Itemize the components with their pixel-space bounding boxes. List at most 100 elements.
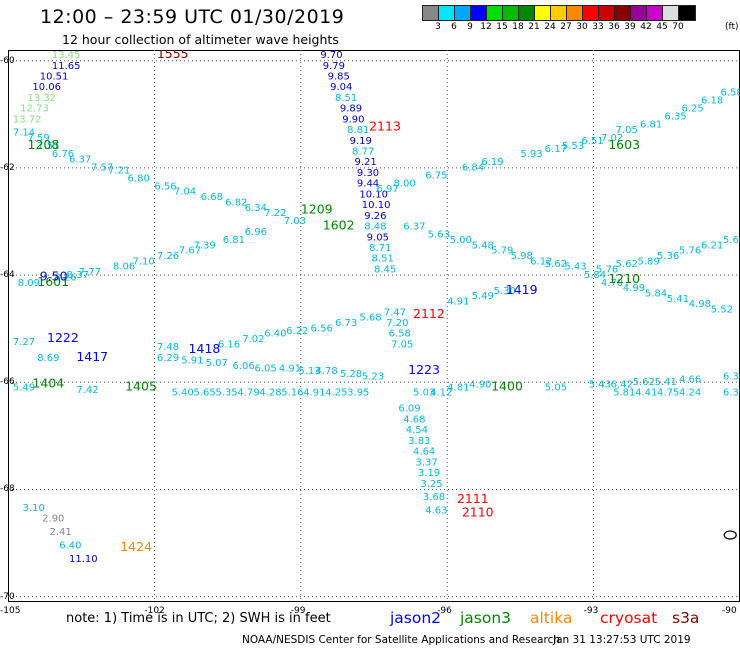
scale-unit-label: (ft) (725, 22, 739, 32)
wave-height-value: 7.02 (601, 133, 623, 144)
wave-height-color-scale (422, 5, 696, 21)
wave-height-value: 5.13 (298, 366, 320, 377)
wave-height-value: 4.81 (447, 382, 469, 393)
scale-swatch (647, 6, 663, 20)
wave-height-value: 5.43 (564, 262, 586, 273)
wave-height-value: 10.51 (40, 71, 69, 82)
wave-height-value: 7.42 (76, 385, 98, 396)
wave-height-value: 5.40 (171, 388, 193, 399)
pass-time-label: 9.50 (40, 268, 68, 283)
wave-height-value: 2.41 (49, 527, 71, 538)
wave-height-value: 6.81 (223, 235, 245, 246)
scale-label: 6 (451, 22, 457, 32)
latitude-label: -60 (0, 55, 15, 66)
wave-height-value: 7.27 (13, 337, 35, 348)
wave-height-value: 8.71 (369, 243, 391, 254)
pass-time-label: 1603 (608, 137, 640, 152)
wave-height-value: 4.91 (303, 388, 325, 399)
wave-height-value: 6.09 (398, 404, 420, 415)
wave-height-value: 6.37 (403, 222, 425, 233)
wave-height-value: 5.35 (215, 388, 237, 399)
pass-time-label: 1555 (157, 50, 189, 61)
wave-height-value: 6.40 (264, 329, 286, 340)
color-scale-labels: 3 6 9 12 15 18 21 24 27 30 33 36 39 42 45 70 (422, 22, 740, 36)
latitude-label: -66 (0, 377, 15, 388)
wave-height-value: 5.68 (359, 313, 381, 324)
scale-label: 45 (656, 22, 668, 32)
page-title: 12:00 – 23:59 UTC 01/30/2019 (40, 6, 345, 28)
scale-label: 70 (672, 22, 684, 32)
wave-height-value: 5.91 (181, 356, 203, 367)
wave-height-value: 4.99 (623, 283, 645, 294)
wave-height-value: 8.37 (67, 270, 89, 281)
wave-height-value: 6.22 (286, 326, 308, 337)
wave-height-value: 3.83 (408, 436, 430, 447)
scale-swatch (551, 6, 567, 20)
pass-time-label: 1417 (76, 349, 108, 364)
pass-time-label: 1400 (491, 378, 523, 393)
wave-height-value: 9.26 (364, 211, 386, 222)
wave-height-value: 7.05 (616, 125, 638, 136)
wave-height-value: 6.17 (545, 144, 567, 155)
wave-height-value: 8.51 (335, 93, 357, 104)
scale-swatch (663, 6, 679, 20)
footer-note: note: 1) Time is in UTC; 2) SWH is in fe… (66, 611, 331, 626)
longitude-label: -96 (437, 606, 452, 616)
pass-time-label: 2113 (369, 118, 401, 133)
wave-height-value: 9.21 (354, 157, 376, 168)
wave-height-value: 6.29 (157, 353, 179, 364)
pass-time-label: 1602 (323, 218, 355, 233)
wave-height-value: 5.63 (428, 230, 450, 241)
wave-height-value: 6.81 (640, 120, 662, 131)
longitude-label: -99 (290, 606, 306, 616)
wave-height-value: 6.73 (335, 318, 357, 329)
wave-height-value: 9.90 (342, 114, 364, 125)
scale-swatch (567, 6, 583, 20)
wave-height-value: 10.06 (32, 82, 61, 93)
wave-height-value: 6.96 (245, 227, 267, 238)
legend-cryosat: cryosat (600, 609, 658, 627)
latitude-label: -70 (0, 591, 15, 602)
wave-height-value: 10.10 (362, 200, 391, 211)
scale-label: 39 (624, 22, 636, 32)
longitude-label: -102 (144, 606, 165, 616)
wave-height-value: 5.16 (281, 388, 303, 399)
pass-time-label: 1208 (28, 137, 60, 152)
wave-height-value: 6.84 (462, 163, 484, 174)
wave-height-value: 3.37 (415, 457, 437, 468)
wave-height-value: 12.73 (20, 104, 49, 115)
wave-height-value: 6.58 (720, 88, 740, 99)
scale-swatch (615, 6, 631, 20)
scale-label: 12 (480, 22, 492, 32)
wave-height-value: 5.30 (494, 286, 516, 297)
wave-height-value: 5.05 (545, 382, 567, 393)
wave-height-value: 5.53 (562, 141, 584, 152)
pass-time-label: 2110 (462, 504, 494, 519)
wave-height-value: 5.89 (638, 256, 660, 267)
wave-height-value: 9.19 (350, 136, 372, 147)
wave-height-value: 7.26 (157, 251, 179, 262)
page-subtitle: 12 hour collection of altimeter wave hei… (62, 32, 339, 47)
wave-height-value: 7.51 (37, 141, 59, 152)
wave-height-value: 5.23 (362, 372, 384, 383)
wave-height-value: 9.89 (340, 104, 362, 115)
wave-height-value: 4.90 (469, 380, 491, 391)
wave-height-value: 11.10 (69, 554, 98, 565)
wave-height-value: 8.26 (54, 272, 76, 283)
wave-height-value: 4.98 (689, 299, 711, 310)
longitude-label: -105 (0, 606, 21, 616)
pass-time-label: 1419 (506, 282, 538, 297)
generation-timestamp: Jan 31 13:27:53 UTC 2019 (553, 634, 691, 646)
wave-height-value: 8.09 (18, 278, 40, 289)
scale-swatch (631, 6, 647, 20)
wave-height-value: 9.44 (357, 179, 379, 190)
wave-height-value: 9.30 (357, 168, 379, 179)
scale-swatch (423, 6, 439, 20)
wave-height-value: 6.76 (52, 149, 74, 160)
wave-height-value: 5.41 (655, 377, 677, 388)
wave-height-value: 9.70 (320, 50, 342, 61)
legend-jason3: jason3 (460, 609, 512, 627)
credit-line: NOAA/NESDIS Center for Satellite Applica… (242, 634, 560, 646)
wave-height-value: 6.36 (723, 372, 740, 383)
